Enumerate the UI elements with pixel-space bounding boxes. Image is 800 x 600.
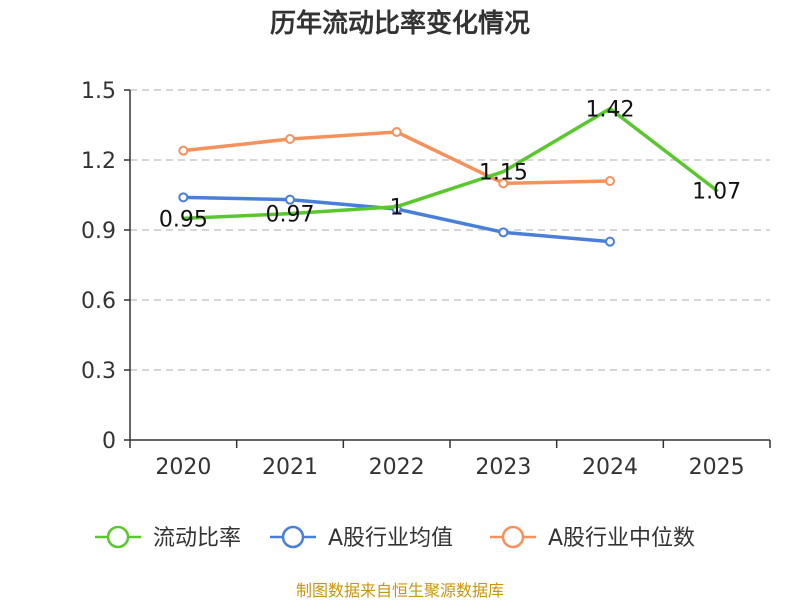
data-labels: 0.95 0.97 1 1.15 1.42 1.07 [159,98,741,233]
y-tick-label: 1.2 [81,149,116,174]
series-point [285,134,295,144]
series-point [498,178,509,189]
y-tick-label: 0 [102,429,116,454]
legend-marker-icon [106,525,130,549]
y-tick-label: 0.3 [81,359,116,384]
x-tick-label: 2024 [582,455,638,480]
legend-marker-icon [281,525,305,549]
series-point [498,227,509,238]
data-label: 1 [390,196,404,221]
data-label: 0.97 [266,203,315,228]
data-label: 1.07 [692,179,741,204]
source-note: 制图数据来自恒生聚源数据库 [296,581,504,600]
legend-label: A股行业中位数 [548,526,695,551]
series-point [605,236,615,247]
series-point [391,127,402,137]
legend-label: 流动比率 [153,526,241,551]
grid-lines [130,89,770,371]
series-line [181,106,719,221]
x-tick-label: 2023 [475,455,531,480]
x-tick-label: 2025 [689,455,745,480]
chart-title: 历年流动比率变化情况 [270,8,530,39]
x-tick-label: 2020 [155,455,211,480]
axes: 0 0.3 0.6 0.9 1.2 1.5 2020 2021 2022 2023 2024 2025 [81,79,771,480]
data-label: 1.15 [479,161,528,186]
data-label: 1.42 [586,98,635,123]
legend-label: A股行业均值 [328,526,453,551]
y-tick-label: 0.9 [81,219,116,244]
series-point [605,176,615,186]
data-label: 0.95 [159,207,208,232]
legend: 流动比率 A股行业均值 A股行业中位数 [95,525,695,551]
legend-marker-icon [501,525,525,549]
x-tick-label: 2022 [369,455,425,480]
series-line [181,130,612,186]
series-point [178,145,189,156]
y-tick-label: 1.5 [81,79,116,104]
series-point [285,194,295,205]
series-point [178,192,189,203]
y-tick-label: 0.6 [81,289,116,314]
series-group [178,106,719,247]
x-tick-label: 2021 [262,455,318,480]
